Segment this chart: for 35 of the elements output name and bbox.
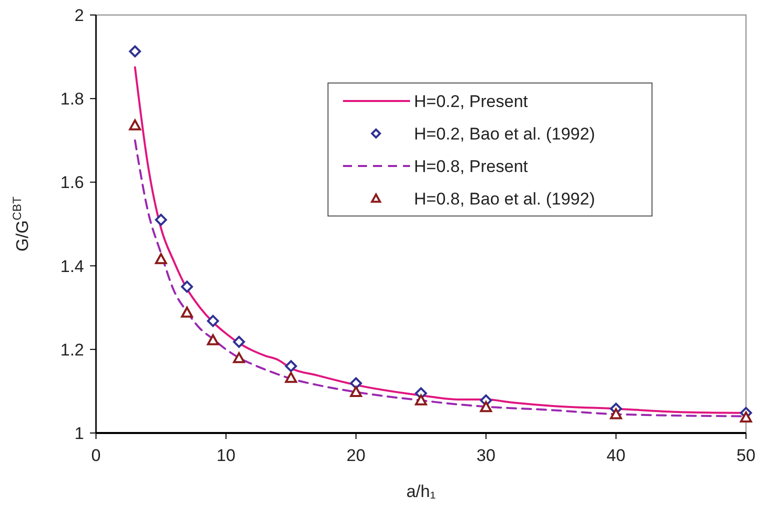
y-tick-label: 1 [74,424,84,443]
legend-label: H=0.2, Bao et al. (1992) [414,124,595,144]
point [207,314,219,327]
x-tick-label: 0 [91,446,101,465]
legend-label: H=0.2, Present [414,92,528,111]
x-tick-label: 40 [606,446,626,465]
x-tick-label: 10 [216,446,236,465]
point [155,214,167,226]
point [415,394,427,406]
point [129,119,141,130]
point [350,386,362,398]
y-tick-label: 1.2 [60,340,84,360]
x-tick-label: 50 [736,446,756,465]
point [610,408,622,420]
point [350,377,362,390]
point [233,352,245,364]
y-tick-label: 1.4 [60,256,84,276]
point [181,306,193,318]
point [740,412,752,423]
x-axis-title: a/h₁ [406,482,436,501]
x-tick-label: 20 [346,446,366,465]
point [233,336,245,348]
y-tick-label: 2 [74,6,84,25]
x-tick-label: 30 [476,446,496,465]
y-tick-label: 1.8 [60,90,84,109]
point [155,253,167,264]
legend-label: H=0.8, Present [414,157,528,176]
legend-label: H=0.8, Bao et al. (1992) [414,190,595,208]
point [129,45,141,58]
point [285,360,297,372]
point [207,334,219,346]
point [181,280,193,293]
point [480,401,492,412]
y-tick-label: 1.6 [60,173,84,192]
point [285,372,297,383]
